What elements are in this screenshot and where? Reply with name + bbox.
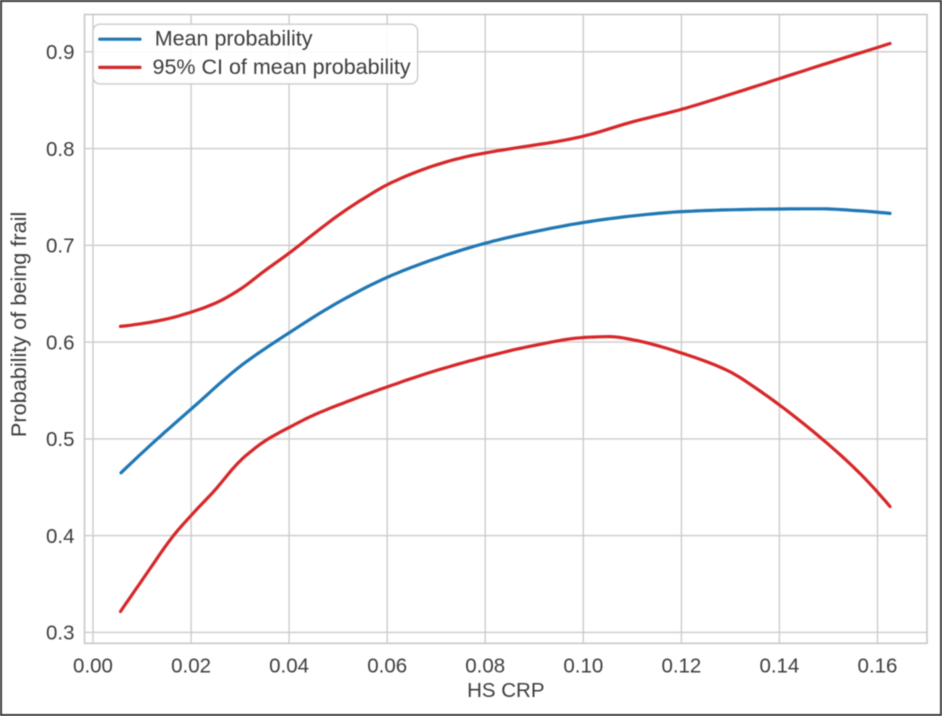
svg-text:Mean probability: Mean probability (155, 27, 313, 51)
svg-text:0.5: 0.5 (46, 428, 75, 451)
svg-text:0.9: 0.9 (46, 41, 75, 64)
svg-text:0.3: 0.3 (46, 622, 75, 645)
svg-text:0.06: 0.06 (367, 654, 407, 677)
svg-text:Probability of being frail: Probability of being frail (6, 212, 31, 437)
svg-text:0.04: 0.04 (269, 654, 309, 677)
svg-text:95% CI of mean probability: 95% CI of mean probability (153, 55, 411, 79)
svg-text:0.10: 0.10 (563, 654, 603, 677)
svg-text:0.08: 0.08 (465, 654, 505, 677)
svg-text:0.16: 0.16 (858, 654, 898, 677)
svg-text:0.8: 0.8 (46, 138, 75, 161)
svg-text:HS CRP: HS CRP (467, 679, 544, 702)
svg-text:0.6: 0.6 (46, 331, 75, 354)
svg-text:0.14: 0.14 (759, 654, 799, 677)
svg-text:0.00: 0.00 (73, 654, 113, 677)
svg-text:0.02: 0.02 (171, 654, 211, 677)
svg-text:0.12: 0.12 (661, 654, 701, 677)
svg-text:0.7: 0.7 (46, 235, 75, 258)
svg-text:0.4: 0.4 (46, 525, 75, 548)
